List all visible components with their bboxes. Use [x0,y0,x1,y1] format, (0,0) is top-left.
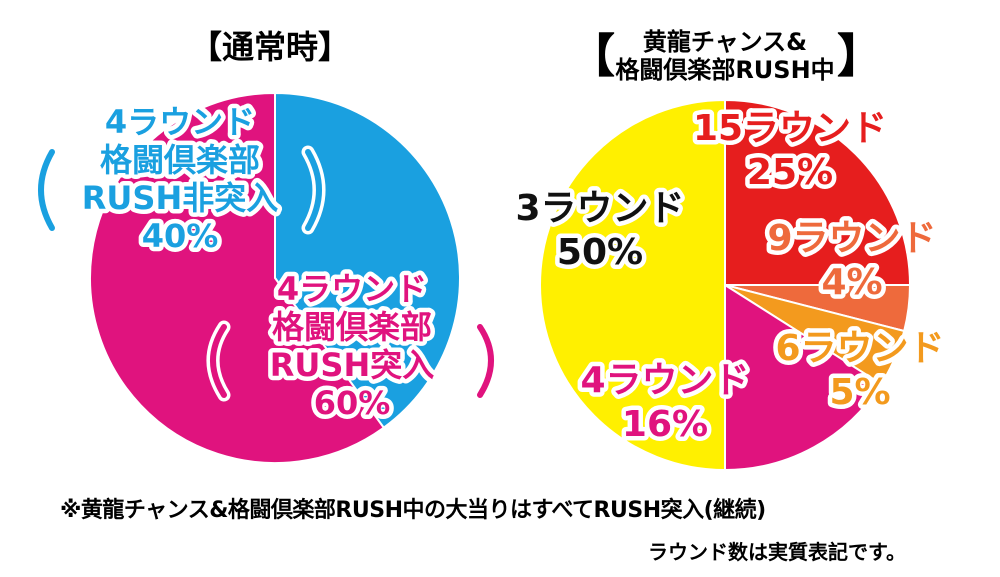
normal-slice-2-left-paren [210,324,227,398]
rush-slice-2-label: 9ラウンド 4% [767,218,936,303]
rush-slice-3-label: 6ラウンド 5% [775,328,944,413]
normal-slice-1-label: 4ラウンド格闘倶楽部 RUSH非突入 40% [82,103,278,255]
rush-pie-slice-5 [539,98,726,472]
normal-slice-2-right-paren [477,324,494,398]
footnote-line-2: ラウンド数は実質表記です。 [648,540,906,564]
rush-pie-slice-4 [724,283,883,472]
rush-slice-1-label: 15ラウンド 25% [693,108,887,193]
rush-title-right-bracket: 】 [837,29,883,83]
rush-title-left-bracket: 【 [569,29,615,83]
normal-pie-slice-2 [89,91,386,464]
normal-time-pie-chart: 【通常時】 4ラウンド格闘倶楽部 RUSH非突入 40%4ラウンド格闘倶楽部 RUSH突… [34,28,498,464]
rush-chart-title: 黄龍チャンス&格闘倶楽部RUSH中 [615,28,834,84]
rush-slice-5-label: 3ラウンド 50% [515,188,684,273]
normal-slice-1-left-paren [38,149,55,231]
rush-slice-4-label: 4ラウンド 16% [580,360,749,445]
rush-pie-chart: 黄龍チャンス&格闘倶楽部RUSH中【 】 15ラウンド 25% 9ラウンド 4% 6ラウンド… [511,28,949,472]
normal-slice-1-right-paren [305,149,322,231]
footnote-line-1: ※黄龍チャンス&格闘倶楽部RUSH中の大当りはすべてRUSH突入(継続) [60,498,766,523]
normal-slice-2-label: 4ラウンド格闘倶楽部 RUSH突入 60% [270,270,434,422]
normal-chart-title: 【通常時】 [190,28,350,66]
rush-pie-slice-1 [724,98,912,286]
